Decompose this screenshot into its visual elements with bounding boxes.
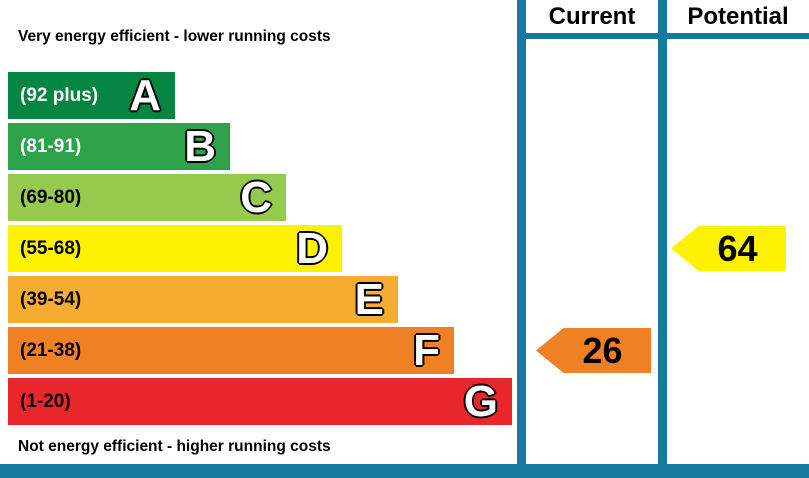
potential-rating-value: 64 [717,227,758,269]
band-e-letter: E [354,274,384,324]
band-f-letter: F [413,325,440,375]
bottom-border-bar [0,464,809,478]
band-g-range: (1-20) [20,390,71,412]
band-g-letter: G [463,376,498,426]
band-a: (92 plus) A [8,72,175,119]
band-f: (21-38) F [8,327,454,374]
band-e-range: (39-54) [20,288,82,310]
current-rating-arrow: 26 [536,328,651,373]
band-b-range: (81-91) [20,135,82,157]
band-d: (55-68) D [8,225,342,272]
rating-bands: (92 plus) A (81-91) B (69-80) C (55-68) … [8,72,512,425]
band-b: (81-91) B [8,123,230,170]
band-b-letter: B [184,121,216,171]
current-rating-value: 26 [582,329,623,371]
band-f-range: (21-38) [20,339,82,361]
band-a-letter: A [129,70,161,120]
band-d-range: (55-68) [20,237,82,259]
potential-rating-arrow: 64 [671,226,786,271]
potential-column-header: Potential [687,2,789,30]
top-caption: Very energy efficient - lower running co… [18,28,331,45]
band-c-range: (69-80) [20,186,82,208]
column-divider-middle [658,0,667,478]
bottom-caption: Not energy efficient - higher running co… [18,438,331,455]
band-d-letter: D [296,223,328,273]
header-underline [517,33,809,39]
band-g: (1-20) G [8,378,512,425]
band-a-range: (92 plus) [20,84,99,106]
band-c: (69-80) C [8,174,286,221]
band-c-letter: C [240,172,272,222]
current-column-header: Current [548,2,636,30]
column-divider-left [517,0,526,478]
band-e: (39-54) E [8,276,398,323]
